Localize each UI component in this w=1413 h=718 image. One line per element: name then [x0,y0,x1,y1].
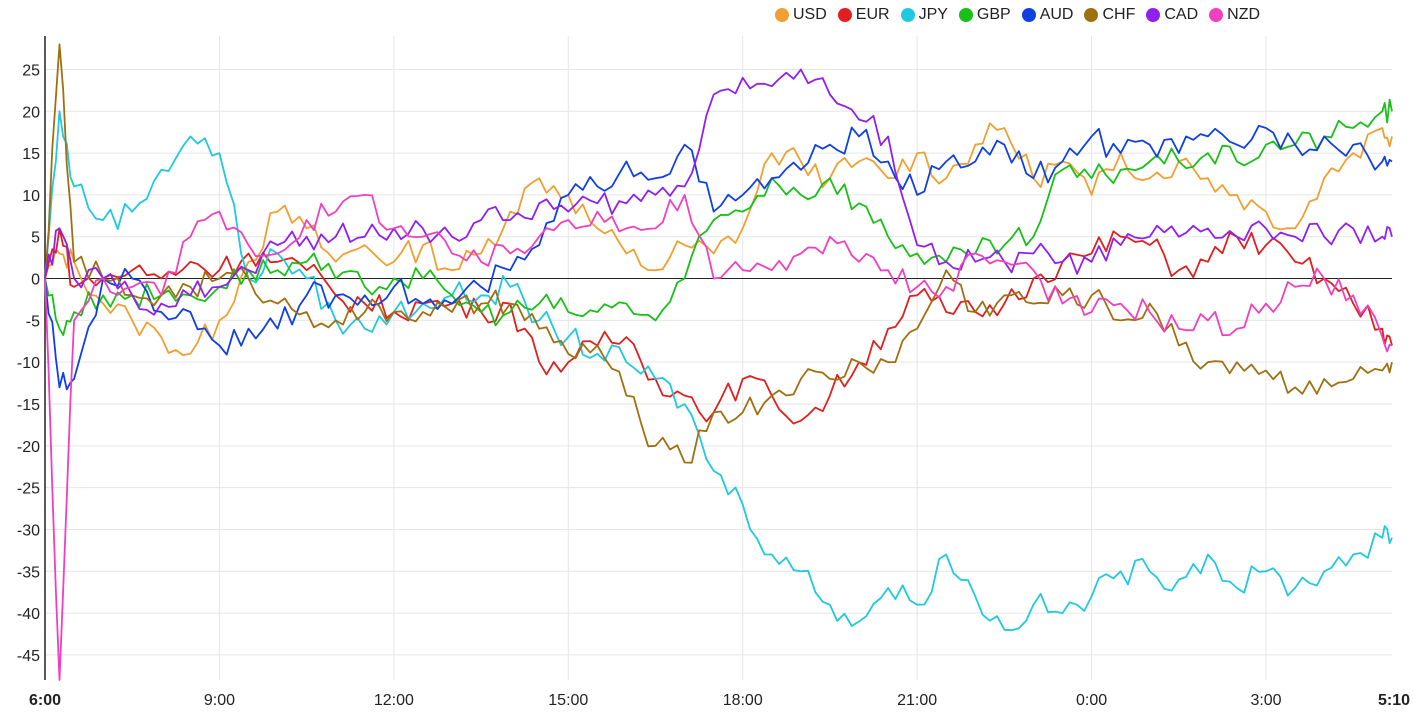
legend-label: EUR [855,6,890,23]
legend-item-cad[interactable]: CAD [1146,6,1198,24]
y-tick-label: 25 [22,62,40,79]
y-tick-label: 15 [22,146,40,163]
y-tick-label: 0 [31,272,40,289]
y-tick-label: 5 [31,230,40,247]
legend-swatch [775,8,789,22]
legend-swatch [1209,8,1224,22]
y-tick-label: -35 [17,564,40,581]
x-tick-label: 3:00 [1250,692,1281,709]
y-tick-label: 20 [22,104,40,121]
legend-swatch [1084,8,1099,22]
grid [45,36,1392,680]
y-tick-label: -10 [17,355,40,372]
series-line-gbp [44,98,1393,336]
x-tick-label: 21:00 [897,692,937,709]
y-tick-label: 10 [22,188,40,205]
legend-item-gbp[interactable]: GBP [958,6,1011,24]
series-line-cad [44,68,1393,316]
legend-label: JPY [918,6,948,23]
legend-item-eur[interactable]: EUR [837,6,890,24]
x-tick-label: 9:00 [204,692,235,709]
x-tick-label: 6:00 [29,692,61,709]
series-line-nzd [44,194,1393,681]
y-tick-label: -15 [17,397,40,414]
y-tick-label: -20 [17,439,40,456]
legend-swatch [958,8,973,22]
x-tick-label: 5:10 [1378,692,1410,709]
series-lines [44,43,1393,681]
legend: USD EUR JPY GBP AUD CHF CAD NZD [775,6,1271,24]
legend-label: USD [793,6,827,23]
series-line-aud [44,124,1393,391]
x-tick-label: 0:00 [1076,692,1107,709]
series-line-eur [44,227,1393,425]
series-line-jpy [44,110,1393,632]
legend-label: CHF [1102,6,1136,23]
legend-item-chf[interactable]: CHF [1084,6,1135,24]
legend-swatch [1146,8,1161,22]
legend-label: AUD [1039,6,1074,23]
legend-swatch [900,8,915,22]
legend-label: CAD [1164,6,1199,23]
legend-label: GBP [976,6,1011,23]
y-tick-label: -45 [17,648,40,665]
y-tick-label: -5 [26,313,40,330]
legend-swatch [837,8,852,22]
x-tick-label: 12:00 [374,692,414,709]
y-tick-label: -40 [17,606,40,623]
legend-item-jpy[interactable]: JPY [900,6,948,24]
legend-item-usd[interactable]: USD [775,6,827,24]
legend-swatch [1021,8,1036,22]
y-tick-label: -30 [17,522,40,539]
x-tick-label: 18:00 [723,692,763,709]
series-line-chf [44,43,1393,464]
legend-item-aud[interactable]: AUD [1021,6,1074,24]
legend-label: NZD [1227,6,1261,23]
axes: 25 20 15 10 5 0 -5 -10 -15 -20 -25 -30 -35 -40 -45 6:00… [17,36,1410,709]
x-tick-label: 15:00 [548,692,588,709]
legend-item-nzd[interactable]: NZD [1209,6,1260,24]
y-tick-label: -25 [17,481,40,498]
